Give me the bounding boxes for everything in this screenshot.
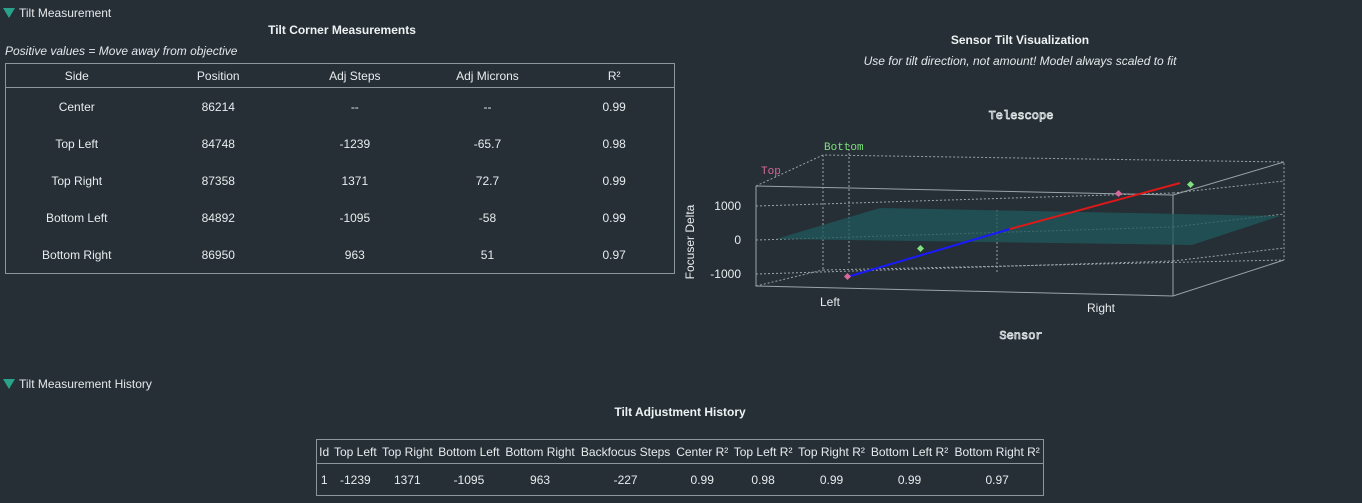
table-cell: -1095	[339, 210, 371, 225]
column-header[interactable]: Top Right R²	[795, 439, 868, 464]
table-cell: -1095	[453, 472, 485, 487]
tilt-line-right	[1009, 182, 1181, 230]
table-cell: 0.97	[602, 247, 626, 262]
table-cell: 87358	[201, 173, 235, 188]
table-cell: 51	[480, 247, 495, 262]
history-table-title: Tilt Adjustment History	[614, 405, 746, 419]
table-cell: --	[350, 99, 359, 114]
right-label: Right	[1087, 301, 1116, 315]
point-marker	[1114, 189, 1123, 198]
table-cell: 963	[530, 472, 551, 487]
table-cell: Top Right	[51, 173, 103, 188]
table-cell: 0.99	[602, 99, 626, 114]
table-cell: Bottom Left	[46, 210, 108, 225]
column-header[interactable]: Side	[5, 63, 148, 88]
table-row[interactable]: Bottom Left 84892 -1095 -58 0.99	[6, 199, 675, 236]
column-header[interactable]: Id	[316, 439, 332, 464]
column-header[interactable]: Bottom Left	[435, 439, 503, 464]
column-header[interactable]: R²	[554, 63, 675, 88]
table-cell: 1371	[393, 472, 421, 487]
tilt-corner-table: Side Position Adj Steps Adj Microns R² C…	[5, 63, 675, 274]
table-cell: -1239	[339, 472, 371, 487]
table-row[interactable]: Bottom Right 86950 963 51 0.97	[6, 236, 675, 274]
left-label: Left	[820, 295, 841, 309]
tilt-line-left	[846, 228, 1011, 278]
column-header[interactable]: Position	[147, 63, 290, 88]
visualization-title: Sensor Tilt Visualization	[950, 33, 1090, 47]
table-cell: 72.7	[475, 173, 500, 188]
column-header[interactable]: Backfocus Steps	[577, 439, 674, 464]
table-cell: 0.99	[897, 472, 922, 487]
table-cell: -227	[613, 472, 638, 487]
column-header[interactable]: Center R²	[673, 439, 731, 464]
table-cell: 86214	[201, 99, 235, 114]
table-cell: Top Left	[55, 136, 99, 151]
tick-label: -1000	[710, 267, 741, 281]
sensor-label: Sensor	[999, 329, 1042, 343]
point-marker	[1186, 180, 1195, 189]
section-label: Tilt Measurement History	[19, 377, 152, 391]
table-header-row: Side Position Adj Steps Adj Microns R²	[5, 63, 675, 88]
table-header-row: Id Top Left Top Right Bottom Left Bottom…	[316, 439, 1044, 464]
telescope-label: Telescope	[989, 109, 1054, 123]
axis-title: Focuser Delta	[683, 204, 697, 279]
table-cell: 0.99	[819, 472, 844, 487]
point-marker	[843, 272, 852, 281]
table-row[interactable]: Center 86214 -- -- 0.99	[6, 88, 675, 126]
table-cell: -1239	[339, 136, 371, 151]
column-header[interactable]: Top Left	[331, 439, 380, 464]
table-cell: 1	[320, 472, 328, 487]
tilt-history-section-toggle[interactable]: Tilt Measurement History	[3, 377, 152, 391]
table-cell: -65.7	[473, 136, 502, 151]
point-marker	[916, 244, 925, 253]
top-label: Top	[761, 166, 781, 178]
table-cell: 0.99	[690, 472, 714, 487]
tick-label: 0	[734, 233, 741, 247]
column-header[interactable]: Bottom Right R²	[951, 439, 1044, 464]
table-cell: 86950	[201, 247, 235, 262]
table-cell: Bottom Right	[42, 247, 112, 262]
table-cell: 0.99	[602, 210, 626, 225]
column-header[interactable]: Top Left R²	[730, 439, 796, 464]
table-cell: 0.98	[751, 472, 775, 487]
tick-label: 1000	[714, 199, 741, 213]
column-header[interactable]: Adj Microns	[420, 63, 555, 88]
column-header[interactable]: Bottom Left R²	[867, 439, 952, 464]
table-cell: 963	[344, 247, 365, 262]
table-cell: 0.98	[602, 136, 626, 151]
bottom-label: Bottom	[824, 142, 864, 154]
column-header[interactable]: Bottom Right	[502, 439, 578, 464]
column-header[interactable]: Top Right	[379, 439, 436, 464]
tilt-measurement-section-toggle[interactable]: Tilt Measurement	[3, 6, 111, 20]
table-cell: 84892	[201, 210, 235, 225]
sensor-tilt-plot[interactable]: Telescope Top Bottom Left Right 1000 0 -…	[680, 100, 1300, 350]
table-cell: Center	[58, 99, 95, 114]
table-cell: 1371	[341, 173, 369, 188]
column-header[interactable]: Adj Steps	[289, 63, 421, 88]
table-cell: -58	[478, 210, 497, 225]
expand-triangle-icon	[3, 379, 15, 389]
corner-table-title: Tilt Corner Measurements	[268, 23, 416, 37]
expand-triangle-icon	[3, 8, 15, 18]
visualization-subtitle: Use for tilt direction, not amount! Mode…	[863, 54, 1177, 68]
corner-table-note: Positive values = Move away from objecti…	[5, 44, 238, 58]
table-row[interactable]: 1 -1239 1371 -1095 963 -227 0.99 0.98 0.…	[317, 464, 1044, 496]
table-row[interactable]: Top Left 84748 -1239 -65.7 0.98	[6, 125, 675, 162]
table-cell: 84748	[201, 136, 235, 151]
table-row[interactable]: Top Right 87358 1371 72.7 0.99	[6, 162, 675, 199]
table-cell: --	[483, 99, 492, 114]
table-cell: 0.97	[985, 472, 1009, 487]
tilt-history-table: Id Top Left Top Right Bottom Left Bottom…	[316, 439, 1044, 496]
sensor-plane	[776, 208, 1280, 245]
table-cell: 0.99	[602, 173, 626, 188]
section-label: Tilt Measurement	[19, 6, 112, 20]
